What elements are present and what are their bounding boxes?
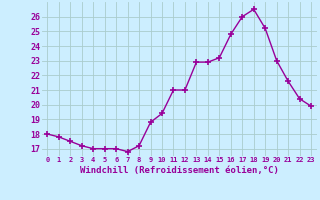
X-axis label: Windchill (Refroidissement éolien,°C): Windchill (Refroidissement éolien,°C) bbox=[80, 166, 279, 175]
